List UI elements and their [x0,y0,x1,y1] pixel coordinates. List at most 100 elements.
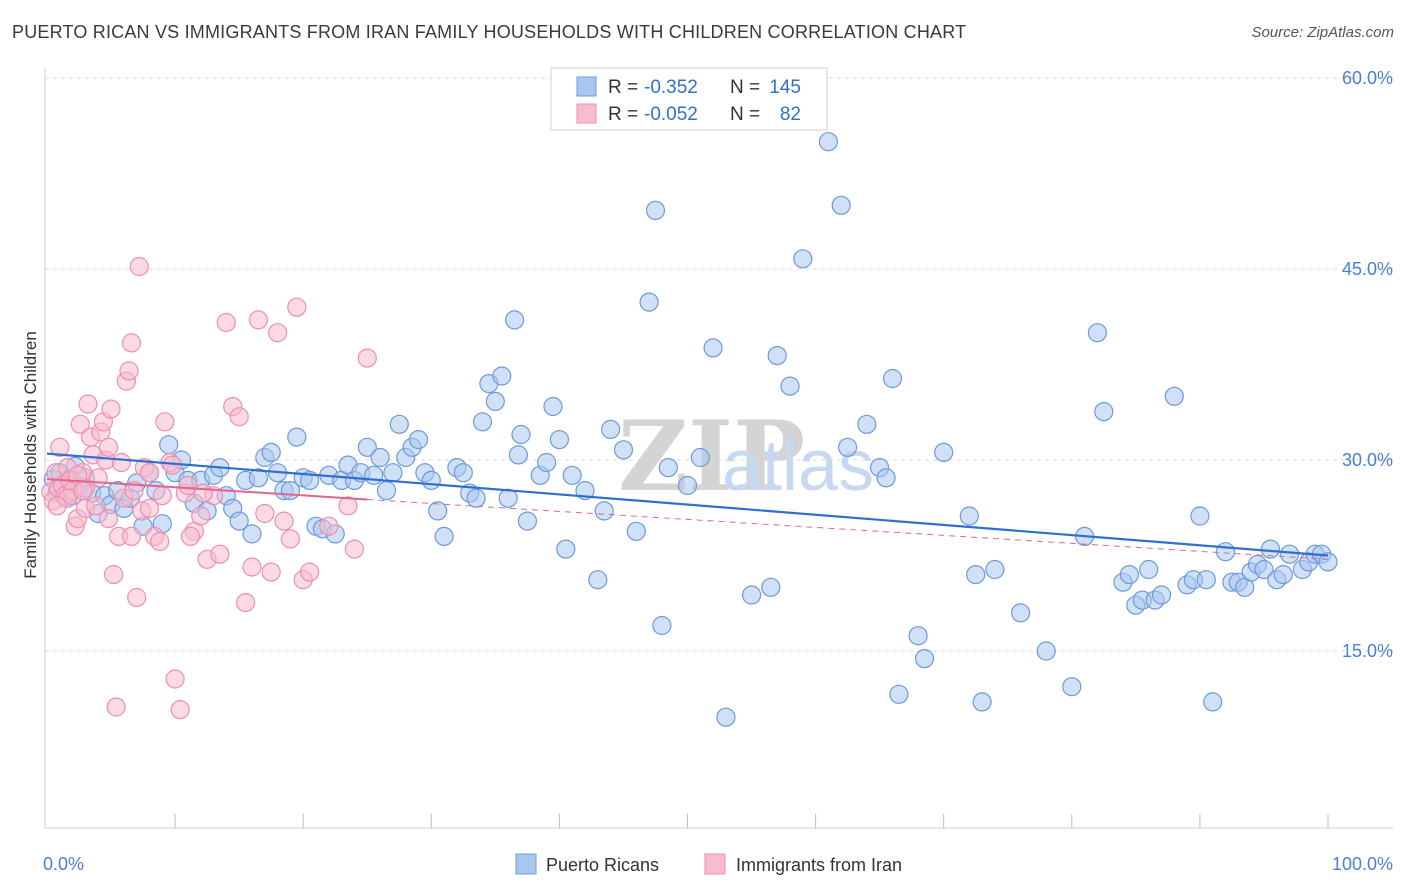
puerto-rican-point [914,648,935,669]
puerto-rican-point [504,310,525,330]
puerto-rican-point [543,396,563,417]
puerto-rican-point [229,511,249,531]
puerto-rican-point [1279,544,1300,564]
iran-point [70,414,90,434]
puerto-rican-point [1318,552,1338,572]
puerto-rican-point [389,414,409,434]
puerto-rican-point [1119,564,1140,585]
iran-point [261,562,281,582]
puerto-rican-point [508,445,529,465]
y-tick-label-60: 60.0% [1342,68,1393,88]
iran-point [268,323,288,343]
iran-point [280,529,300,549]
iran-point [98,437,119,457]
puerto-rican-point [1215,542,1236,562]
iran-point [73,481,93,501]
trend-line-iran [46,478,368,501]
puerto-rican-point [472,412,493,432]
puerto-rican-point [658,458,678,478]
puerto-rican-point [1190,506,1210,526]
puerto-rican-point [1151,585,1172,605]
puerto-rican-point [588,570,608,590]
iran-point [86,496,106,516]
puerto-rican-point [517,511,538,531]
iran-point [101,399,121,419]
puerto-rican-point [857,414,877,434]
puerto-rican-point [594,501,614,521]
iran-point [119,361,139,381]
puerto-rican-point [1203,692,1223,712]
puerto-rican-point [370,447,390,468]
puerto-rican-point [1260,539,1281,559]
puerto-rican-point [434,526,454,547]
puerto-rican-point [376,481,397,501]
puerto-rican-point [364,465,384,485]
iran-point [287,297,307,317]
puerto-rican-point [652,615,672,636]
iran-point [103,564,124,585]
puerto-rican-point [408,430,429,450]
iran-point [193,483,213,503]
trend-lines [46,452,1329,560]
iran-point [191,506,211,526]
stats-n-label-1: N = [730,104,760,125]
iran-point [210,544,230,564]
y-tick-label-45: 45.0% [1342,259,1393,279]
puerto-rican-point [889,684,909,704]
puerto-rican-point [677,475,698,496]
puerto-rican-point [159,435,179,455]
iran-point [127,587,147,608]
iran-point [255,503,275,524]
trend-line-puerto-ricans [46,452,1329,557]
iran-point [300,562,320,582]
stats-n-value-1: 82 [780,104,801,125]
puerto-rican-point [261,442,281,462]
iran-point [152,486,172,506]
puerto-rican-point [287,427,307,447]
puerto-rican-point [690,447,710,468]
y-tick-label-30: 30.0% [1342,450,1393,470]
puerto-rican-point [837,437,858,457]
iran-point [319,516,339,536]
stats-legend-frame [550,67,828,131]
puerto-rican-point [626,521,646,541]
stats-r-value-1: -0.052 [644,104,698,125]
puerto-rican-point [972,692,992,712]
puerto-rican-point [421,470,441,490]
stats-n-label-0: N = [730,77,760,98]
puerto-rican-point [383,463,403,483]
puerto-rican-point [985,559,1005,580]
iran-point [274,511,294,531]
iran-point [124,481,144,501]
x-tick-label-0: 0.0% [43,854,84,874]
axes [44,68,1393,829]
puerto-rican-point [876,468,896,488]
tick-labels: 15.0% 30.0% 45.0% 60.0% 0.0% 100.0% [43,68,1393,874]
legend-swatch-iran [704,853,726,875]
puerto-rican-point [639,292,659,312]
puerto-rican-point [767,346,787,366]
puerto-rican-point [1164,386,1184,406]
puerto-rican-point [793,249,813,269]
iran-point [242,557,262,577]
stats-r-label-0: R = [608,77,638,98]
source-credit: Source: ZipAtlas.com [1251,24,1394,41]
puerto-rican-point [242,524,262,544]
iran-point [236,592,256,613]
iran-point [111,452,131,473]
puerto-rican-point [645,200,666,220]
puerto-rican-point [1139,559,1159,580]
puerto-rican-point [549,430,570,450]
x-tick-label-100: 100.0% [1332,854,1393,874]
puerto-rican-point [428,501,448,521]
puerto-rican-point [1196,570,1216,590]
puerto-rican-point [466,488,486,508]
puerto-rican-point [1094,402,1114,422]
puerto-rican-point [1087,323,1108,343]
puerto-rican-point [1036,641,1056,661]
iran-point [170,699,190,720]
puerto-rican-point [741,585,762,605]
series-legend: Puerto Ricans Immigrants from Iran [515,853,902,875]
stats-r-value-0: -0.352 [644,77,698,98]
watermark: ZIP atlas [618,400,874,513]
